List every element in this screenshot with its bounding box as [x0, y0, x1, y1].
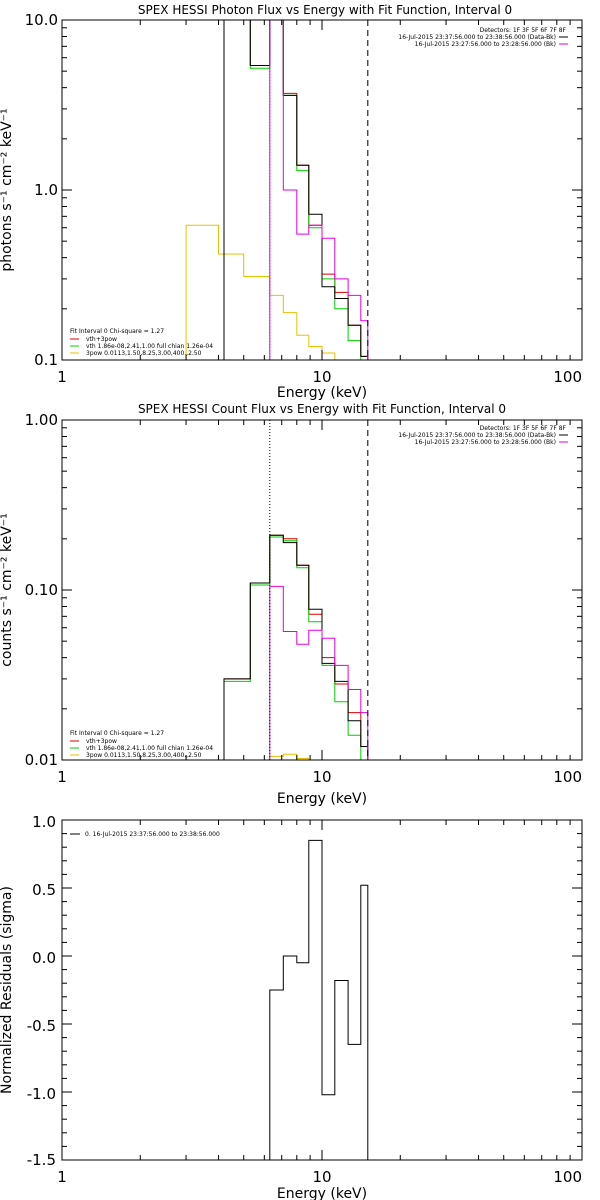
residual-xtick-label: 10: [312, 1168, 331, 1186]
photon-legend-right-label: 16-Jul-2015 23:27:56.000 to 23:28:56.000…: [415, 41, 556, 48]
count-xtick-label: 10: [312, 768, 331, 786]
residual-ytick-label: 0.5: [32, 881, 56, 899]
residuals-panel: 1.0 0.5 0.0 -0.5 -1.0 -1.5 1 10 100 Ener…: [0, 813, 583, 1200]
series-vth+thick2-line: [223, 534, 369, 760]
count-series-group: [223, 534, 369, 761]
series-thick2-line: [185, 224, 349, 361]
count-xtick-label: 1: [57, 768, 67, 786]
residual-xtick-label: 100: [553, 1168, 582, 1186]
count-plot-frame: [61, 419, 583, 761]
count-flux-panel: SPEX HESSI Count Flux vs Energy with Fit…: [0, 402, 583, 807]
series-vth-line: [223, 536, 368, 761]
photon-ytick-label: 0.1: [34, 351, 58, 369]
photon-xtick-label: 10: [312, 368, 331, 386]
count-ytick-label: 0.10: [25, 581, 58, 599]
series-background-line: [269, 585, 369, 760]
photon-series-group: [185, 19, 369, 361]
photon-legend-label: vth+3pow: [86, 336, 117, 343]
photon-ytick-label: 10.0: [25, 11, 58, 29]
photon-y-axis-label: photons s⁻¹ cm⁻² keV⁻¹: [0, 108, 15, 271]
photon-xtick-label: 1: [57, 368, 67, 386]
series-background-line: [269, 19, 369, 360]
residual-ytick-label: -1.0: [27, 1085, 56, 1103]
series-data-line: [223, 534, 369, 760]
residual-series-group: [269, 839, 369, 1160]
count-ytick-label: 1.00: [25, 411, 58, 429]
count-legend-right-label: 16-Jul-2015 23:37:56.000 to 23:38:56.000…: [398, 432, 556, 439]
photon-x-axis-label: Energy (keV): [277, 385, 367, 401]
photon-fit-header: Fit Interval 0 Chi-square = 1.27: [70, 328, 164, 335]
count-legend-label: vth 1.86e-08,2.41,1.00 full chian 1.26e-…: [86, 745, 213, 752]
count-chart-title: SPEX HESSI Count Flux vs Energy with Fit…: [138, 402, 506, 416]
photon-plot-frame: [61, 19, 583, 361]
count-legend-label: 3pow 0.0113,1.50,8.25,3.00,400.,2.50: [86, 752, 202, 759]
residual-y-axis-label: Normalized Residuals (sigma): [0, 886, 15, 1094]
series-thick2-line: [269, 753, 322, 761]
photon-xtick-label: 100: [553, 368, 582, 386]
residual-legend-label: 0. 16-Jul-2015 23:37:56.000 to 23:38:56.…: [85, 831, 220, 838]
count-y-axis-label: counts s⁻¹ cm⁻² keV⁻¹: [0, 513, 15, 667]
photon-legend-label: vth 1.86e-08,2.41,1.00 full chian 1.26e-…: [86, 343, 213, 350]
series-data-line: [223, 19, 369, 360]
residual-ytick-label: -0.5: [27, 1017, 56, 1035]
residual-xtick-label: 1: [57, 1168, 67, 1186]
count-x-axis-label: Energy (keV): [277, 791, 367, 807]
series-residuals-line: [269, 839, 369, 1160]
count-detectors-label: Detectors: 1F 3F 5F 6F 7F 8F: [480, 425, 567, 432]
photon-axis-ticks: [61, 20, 582, 361]
residual-ytick-label: 0.0: [32, 949, 56, 967]
count-ytick-label: 0.01: [25, 751, 58, 769]
count-legend-label: vth+3pow: [86, 738, 117, 745]
residual-x-axis-label: Energy (keV): [277, 1186, 367, 1200]
residual-axis-ticks: [61, 819, 582, 1161]
count-legend-right-label: 16-Jul-2015 23:27:56.000 to 23:28:56.000…: [415, 439, 556, 446]
residual-ytick-label: 1.0: [32, 813, 56, 831]
count-axis-ticks: [61, 420, 582, 761]
residual-ytick-label: -1.5: [27, 1151, 56, 1169]
photon-legend-label: 3pow 0.0113,1.50,8.25,3.00,400.,2.50: [86, 350, 202, 357]
photon-flux-panel: SPEX HESSI Photon Flux vs Energy with Fi…: [0, 3, 583, 401]
count-xtick-label: 100: [553, 768, 582, 786]
count-fit-header: Fit Interval 0 Chi-square = 1.27: [70, 730, 164, 737]
photon-legend-right-label: 16-Jul-2015 23:37:56.000 to 23:38:56.000…: [398, 34, 556, 41]
photon-ytick-label: 1.0: [34, 181, 58, 199]
photon-chart-title: SPEX HESSI Photon Flux vs Energy with Fi…: [138, 3, 512, 17]
photon-detectors-label: Detectors: 1F 3F 5F 6F 7F 8F: [480, 27, 567, 34]
